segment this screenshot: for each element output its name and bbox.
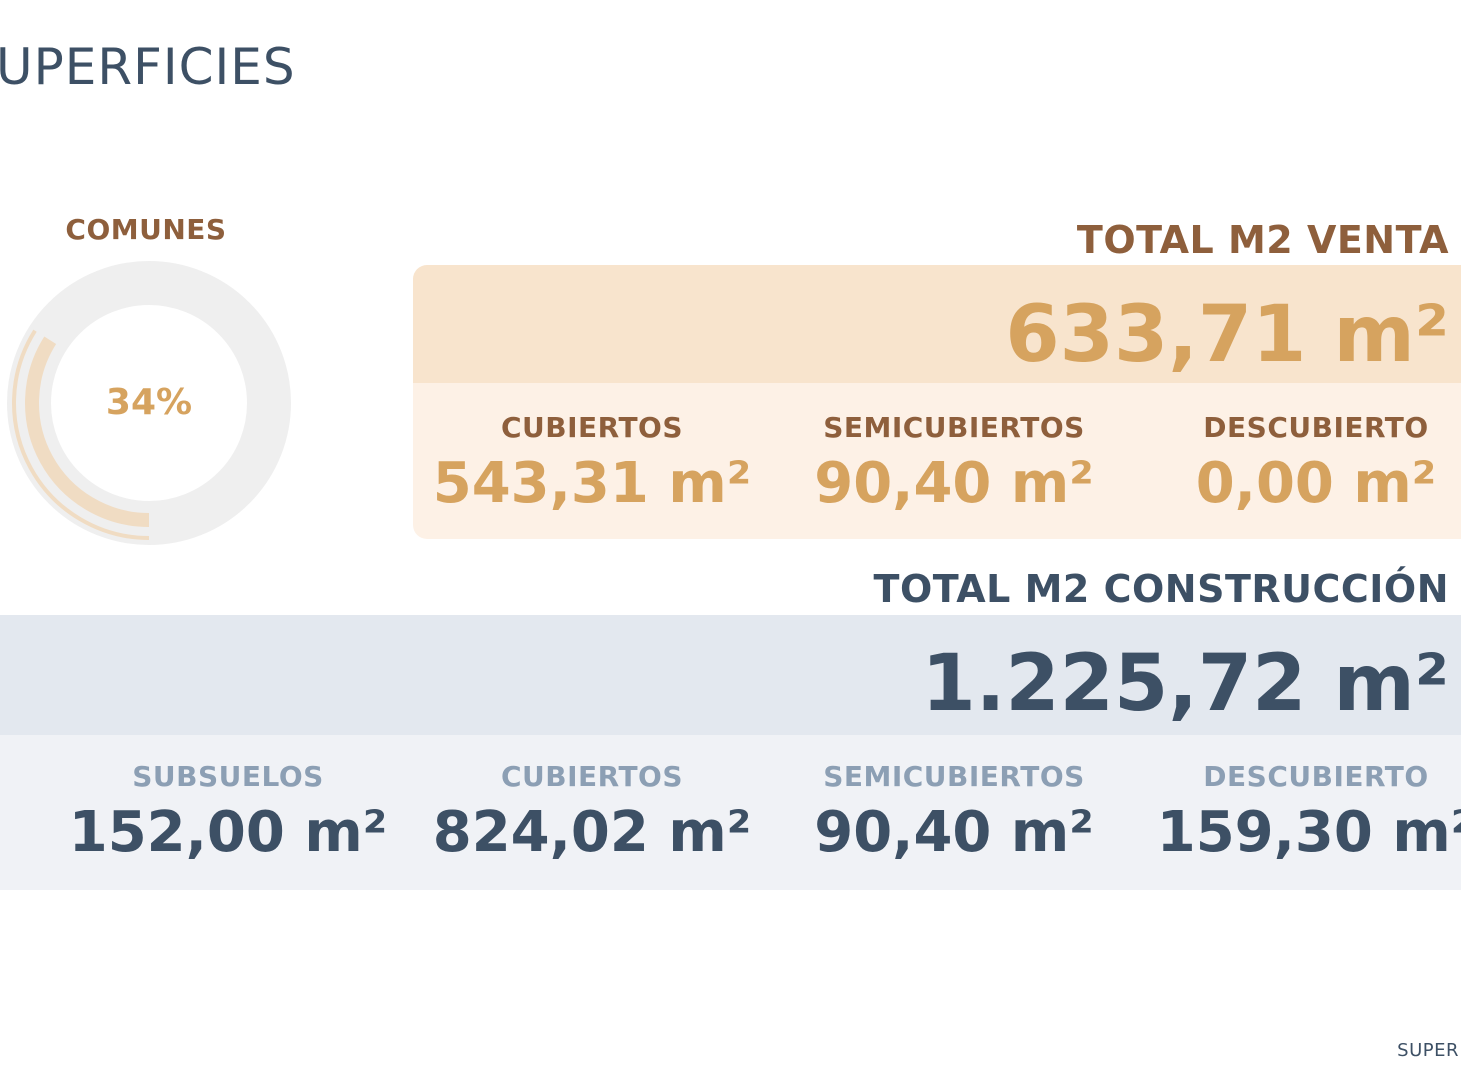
venta-descubierto-label: DESCUBIERTO <box>1203 411 1429 444</box>
comunes-donut-chart <box>7 261 291 545</box>
total-construccion-value: 1.225,72 m² <box>921 639 1450 729</box>
venta-semicubiertos-stat: SEMICUBIERTOS 90,40 m² <box>794 414 1114 512</box>
total-venta-value: 633,71 m² <box>1005 290 1449 380</box>
total-venta-heading: TOTAL M2 VENTA <box>1076 218 1449 262</box>
construccion-cubiertos-value: 824,02 m² <box>432 800 752 865</box>
construccion-total-band <box>0 615 1461 735</box>
footer-label: SUPER <box>1397 1040 1459 1061</box>
donut-progress-arc-outer <box>12 329 150 540</box>
construccion-subsuelos-label: SUBSUELOS <box>132 760 324 793</box>
construccion-descubierto-stat: DESCUBIERTO 159,30 m² <box>1156 763 1461 861</box>
total-construccion-heading: TOTAL M2 CONSTRUCCIÓN <box>873 567 1449 611</box>
construccion-subsuelos-stat: SUBSUELOS 152,00 m² <box>68 763 388 861</box>
venta-cubiertos-value: 543,31 m² <box>432 451 752 516</box>
venta-semicubiertos-value: 90,40 m² <box>814 451 1094 516</box>
comunes-percent: 34% <box>105 382 193 423</box>
construccion-descubierto-label: DESCUBIERTO <box>1203 760 1429 793</box>
venta-descubierto-value: 0,00 m² <box>1195 451 1437 516</box>
construccion-subsuelos-value: 152,00 m² <box>68 800 388 865</box>
construccion-semicubiertos-label: SEMICUBIERTOS <box>823 760 1085 793</box>
construccion-semicubiertos-stat: SEMICUBIERTOS 90,40 m² <box>794 763 1114 861</box>
donut-progress-arc <box>25 336 150 527</box>
construccion-detail-band <box>0 735 1461 890</box>
construccion-cubiertos-stat: CUBIERTOS 824,02 m² <box>432 763 752 861</box>
venta-cubiertos-stat: CUBIERTOS 543,31 m² <box>432 414 752 512</box>
venta-cubiertos-label: CUBIERTOS <box>500 411 684 444</box>
venta-total-band <box>413 265 1461 383</box>
venta-descubierto-stat: DESCUBIERTO 0,00 m² <box>1156 414 1461 512</box>
comunes-label: COMUNES <box>65 213 227 246</box>
construccion-semicubiertos-value: 90,40 m² <box>814 800 1094 865</box>
venta-detail-band <box>413 383 1461 539</box>
construccion-cubiertos-label: CUBIERTOS <box>500 760 684 793</box>
venta-semicubiertos-label: SEMICUBIERTOS <box>823 411 1085 444</box>
construccion-descubierto-value: 159,30 m² <box>1156 800 1461 865</box>
page-title: UPERFICIES <box>0 38 296 96</box>
